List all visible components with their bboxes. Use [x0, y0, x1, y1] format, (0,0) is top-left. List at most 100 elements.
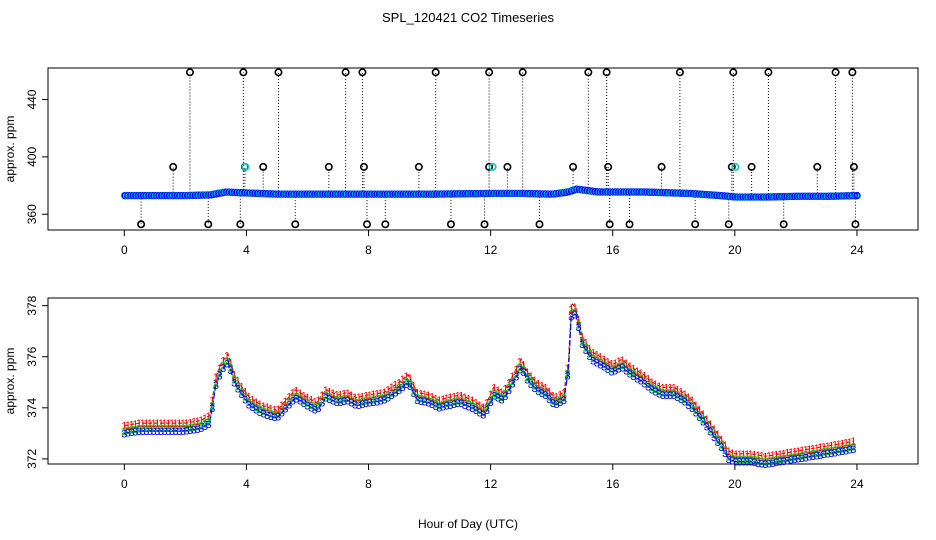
series-marker-3: 3 — [264, 410, 270, 422]
series-marker-3: 3 — [238, 389, 244, 401]
spike-point — [569, 162, 578, 171]
spike-point — [274, 68, 283, 77]
series-marker-3: 3 — [227, 365, 233, 377]
series-marker-3: 3 — [590, 355, 596, 367]
series-marker-3: 3 — [671, 390, 677, 402]
series-marker-3: 3 — [605, 364, 611, 376]
series-marker-3: 3 — [557, 397, 563, 409]
spike-point — [137, 220, 146, 229]
series-marker-3: 3 — [378, 396, 384, 408]
series-marker-2: 2 — [455, 396, 461, 408]
series-marker-2: 2 — [630, 369, 636, 381]
series-marker-2: 2 — [158, 423, 164, 435]
series-marker-3: 3 — [667, 390, 673, 402]
series-marker-1: 1 — [158, 418, 164, 430]
series-marker-1: 1 — [253, 397, 259, 409]
series-marker-1: 1 — [528, 371, 534, 383]
series-marker-1: 1 — [832, 440, 838, 452]
series-marker-3: 3 — [711, 432, 717, 444]
series-marker-1: 1 — [667, 382, 673, 394]
series-marker-1: 1 — [535, 378, 541, 390]
series-marker-2: 2 — [513, 369, 519, 381]
series-marker-3: 3 — [627, 369, 633, 381]
series-marker-3: 3 — [436, 403, 442, 415]
series-marker-1: 1 — [422, 389, 428, 401]
series-marker-3: 3 — [315, 403, 321, 415]
series-marker-2: 2 — [356, 397, 362, 409]
series-marker-1: 1 — [304, 393, 310, 405]
series-marker-3: 3 — [286, 399, 292, 411]
series-marker-2: 2 — [557, 395, 563, 407]
series-marker-3: 3 — [271, 412, 277, 424]
spike-point — [358, 68, 367, 77]
spike-point — [535, 220, 544, 229]
series-marker-3: 3 — [195, 424, 201, 436]
series-marker-3: 3 — [506, 385, 512, 397]
x-tick-label: 16 — [606, 243, 620, 257]
series-marker-3: 3 — [268, 411, 274, 423]
series-marker-3: 3 — [198, 423, 204, 435]
series-marker-2: 2 — [517, 362, 523, 374]
series-marker-1: 1 — [586, 344, 592, 356]
series-marker-3: 3 — [162, 426, 168, 438]
series-marker-1: 1 — [711, 424, 717, 436]
series-marker-1: 1 — [810, 443, 816, 455]
x-tick-label: 12 — [484, 243, 498, 257]
x-tick-label: 20 — [728, 477, 742, 491]
series-marker-2: 2 — [414, 393, 420, 405]
series-marker-2: 2 — [213, 377, 219, 389]
series-marker-3: 3 — [381, 395, 387, 407]
series-marker-2: 2 — [788, 452, 794, 464]
series-marker-1: 1 — [411, 380, 417, 392]
series-marker-2: 2 — [447, 397, 453, 409]
series-marker-3: 3 — [407, 381, 413, 393]
series-marker-3: 3 — [165, 426, 171, 438]
series-marker-1: 1 — [825, 441, 831, 453]
series-marker-1: 1 — [140, 418, 146, 430]
series-marker-2: 2 — [359, 396, 365, 408]
series-marker-2: 2 — [403, 376, 409, 388]
series-marker-1: 1 — [477, 400, 483, 412]
series-marker-3: 3 — [422, 397, 428, 409]
series-marker-3: 3 — [363, 398, 369, 410]
series-marker-3: 3 — [154, 426, 160, 438]
series-marker-2: 2 — [674, 390, 680, 402]
series-marker-3: 3 — [257, 407, 263, 419]
series-marker-2: 2 — [766, 456, 772, 468]
series-marker-1: 1 — [733, 449, 739, 461]
series-marker-3: 3 — [528, 379, 534, 391]
series-marker-1: 1 — [260, 401, 266, 413]
series-marker-1: 1 — [129, 419, 135, 431]
series-marker-2: 2 — [575, 320, 581, 332]
series-marker-2: 2 — [473, 403, 479, 415]
series-marker-2: 2 — [535, 383, 541, 395]
spike-point — [831, 68, 840, 77]
series-marker-1: 1 — [788, 447, 794, 459]
series-marker-1: 1 — [231, 370, 237, 382]
series-marker-2: 2 — [649, 382, 655, 394]
series-marker-3: 3 — [279, 408, 285, 420]
x-tick-label: 8 — [365, 477, 372, 491]
spike-point — [239, 68, 248, 77]
spike-point — [747, 162, 756, 171]
series-marker-3: 3 — [715, 437, 721, 449]
series-marker-1: 1 — [238, 382, 244, 394]
series-marker-2: 2 — [641, 376, 647, 388]
series-marker-2: 2 — [550, 396, 556, 408]
series-marker-2: 2 — [539, 385, 545, 397]
series-marker-3: 3 — [832, 447, 838, 459]
series-marker-3: 3 — [762, 459, 768, 471]
series-marker-1: 1 — [616, 356, 622, 368]
series-marker-1: 1 — [704, 414, 710, 426]
series-marker-2: 2 — [330, 393, 336, 405]
series-marker-2: 2 — [129, 425, 135, 437]
series-marker-2: 2 — [396, 382, 402, 394]
series-marker-3: 3 — [191, 424, 197, 436]
spike-point — [431, 68, 440, 77]
series-marker-3: 3 — [773, 457, 779, 469]
series-marker-1: 1 — [392, 380, 398, 392]
series-marker-1: 1 — [352, 392, 358, 404]
series-marker-1: 1 — [348, 390, 354, 402]
series-marker-1: 1 — [594, 350, 600, 362]
series-marker-1: 1 — [517, 357, 523, 369]
